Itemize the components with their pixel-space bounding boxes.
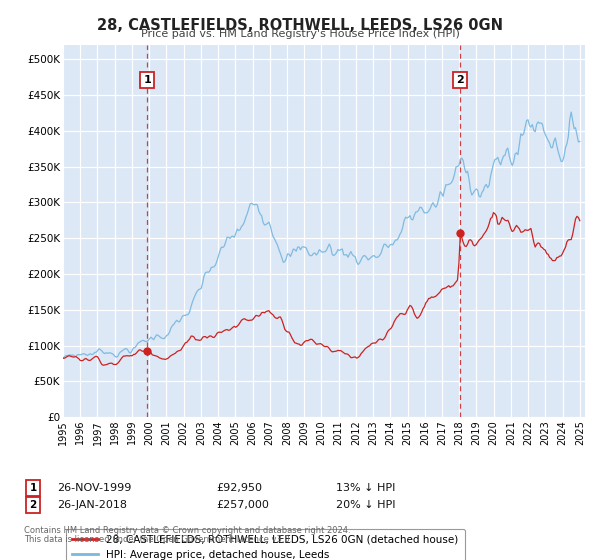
- Text: 2: 2: [29, 500, 37, 510]
- Text: 13% ↓ HPI: 13% ↓ HPI: [336, 483, 395, 493]
- Text: £257,000: £257,000: [216, 500, 269, 510]
- Text: 1: 1: [143, 75, 151, 85]
- Text: 2: 2: [457, 75, 464, 85]
- Text: 26-NOV-1999: 26-NOV-1999: [57, 483, 131, 493]
- Legend: 28, CASTLEFIELDS, ROTHWELL, LEEDS, LS26 0GN (detached house), HPI: Average price: 28, CASTLEFIELDS, ROTHWELL, LEEDS, LS26 …: [65, 529, 465, 560]
- Text: 20% ↓ HPI: 20% ↓ HPI: [336, 500, 395, 510]
- Text: This data is licensed under the Open Government Licence v3.0.: This data is licensed under the Open Gov…: [24, 535, 292, 544]
- Text: 26-JAN-2018: 26-JAN-2018: [57, 500, 127, 510]
- Text: Contains HM Land Registry data © Crown copyright and database right 2024.: Contains HM Land Registry data © Crown c…: [24, 526, 350, 535]
- Text: Price paid vs. HM Land Registry's House Price Index (HPI): Price paid vs. HM Land Registry's House …: [140, 29, 460, 39]
- Text: 28, CASTLEFIELDS, ROTHWELL, LEEDS, LS26 0GN: 28, CASTLEFIELDS, ROTHWELL, LEEDS, LS26 …: [97, 18, 503, 33]
- Text: £92,950: £92,950: [216, 483, 262, 493]
- Text: 1: 1: [29, 483, 37, 493]
